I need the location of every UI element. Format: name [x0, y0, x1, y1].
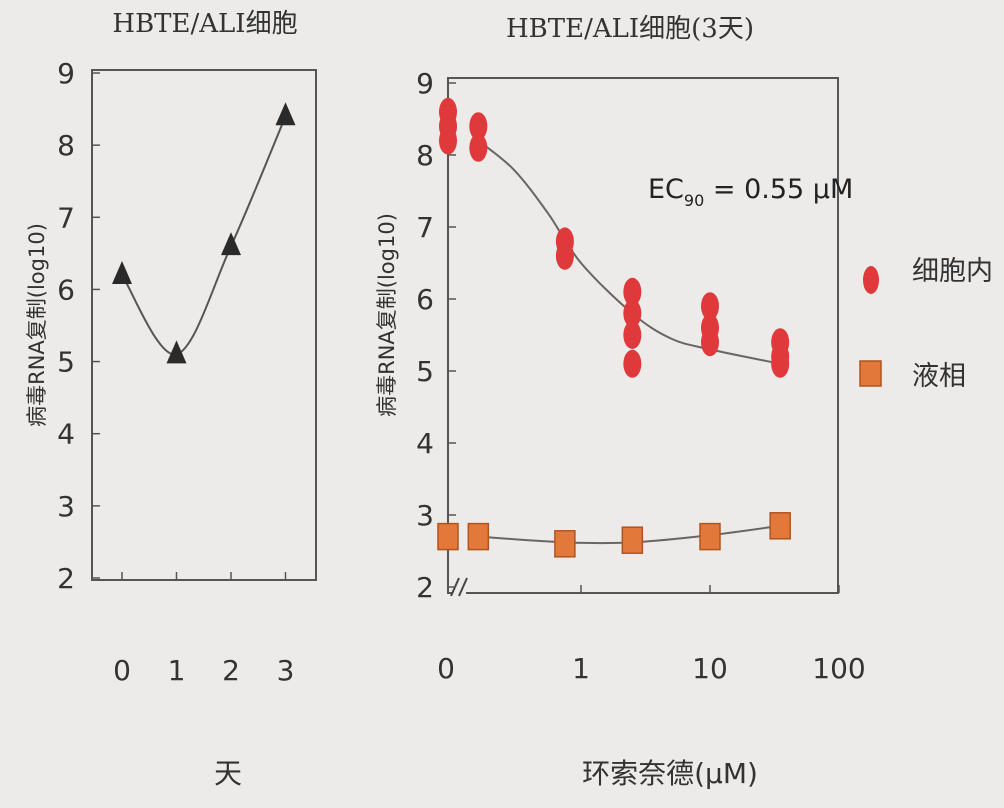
left-y-tick-label: 5: [57, 346, 75, 379]
axis-break-mark: [450, 577, 468, 602]
right-plot-frame: [447, 77, 839, 594]
left-data-point: [166, 340, 187, 364]
left-y-tick-label: 7: [57, 201, 75, 234]
left-data-point: [112, 261, 132, 284]
intracellular-data-point: [469, 112, 488, 141]
right-y-tick-label: 5: [416, 355, 434, 388]
right-chart-panel: HBTE/ALI细胞(3天) 2 3 4 5 6 7 8 9 0 1 10 100 病毒RNA复制(…: [375, 14, 866, 790]
legend: 细胞内 液相: [859, 256, 993, 392]
ec90-annotation: EC90 = 0.55 μM: [648, 174, 853, 210]
left-y-tick-label: 6: [57, 273, 75, 306]
left-x-tick-label: 2: [222, 654, 240, 687]
left-series-group: [112, 102, 296, 364]
right-x-axis-ticks: 0 1 10 100: [437, 585, 866, 685]
right-x-tick-label: 1: [572, 652, 590, 685]
liquid-data-point: [437, 522, 459, 551]
left-x-tick-label: 0: [113, 654, 131, 687]
right-x-tick-label: 100: [812, 652, 865, 685]
liquid-data-point: [769, 512, 791, 540]
liquid-data-point: [621, 526, 644, 554]
intracellular-data-point: [439, 126, 457, 155]
right-series-group: [437, 97, 791, 558]
intracellular-data-point: [771, 349, 790, 378]
left-y-axis-label: 病毒RNA复制(log10): [25, 223, 49, 427]
left-x-tick-label: 3: [277, 654, 295, 687]
right-y-tick-label: 3: [416, 499, 434, 532]
right-y-tick-label: 7: [416, 211, 434, 244]
right-x-tick-label: 0: [437, 652, 455, 685]
intracellular-data-point: [623, 277, 642, 306]
left-x-tick-label: 1: [168, 654, 186, 687]
left-data-point: [221, 232, 241, 256]
right-x-tick-label: 10: [692, 652, 728, 685]
legend-label-liquid: 液相: [912, 361, 966, 392]
left-chart-title: HBTE/ALI细胞: [112, 9, 297, 39]
right-x-axis-label: 环索奈德(μM): [582, 757, 758, 790]
legend-marker-intracellular: [863, 266, 879, 294]
left-y-axis-ticks: 2 3 4 5 6 7 8 9: [57, 57, 100, 595]
liquid-data-point: [467, 522, 490, 551]
intracellular-data-point: [701, 292, 719, 321]
right-y-axis-label: 病毒RNA复制(log10): [375, 213, 399, 417]
right-y-axis-ticks: 2 3 4 5 6 7 8 9: [416, 67, 456, 604]
right-y-tick-label: 8: [416, 139, 434, 172]
left-y-tick-label: 9: [57, 57, 75, 90]
left-trend-line: [121, 115, 287, 356]
left-x-axis-label: 天: [214, 757, 242, 790]
legend-label-intracellular: 细胞内: [912, 256, 993, 287]
left-y-tick-label: 2: [57, 562, 75, 595]
right-y-tick-label: 2: [416, 571, 434, 604]
intracellular-data-point: [623, 349, 642, 378]
intracellular-data-point: [623, 321, 642, 349]
left-y-tick-label: 3: [57, 490, 75, 523]
intracellular-data-point: [701, 328, 719, 357]
right-y-tick-label: 9: [416, 67, 434, 100]
intracellular-data-point: [623, 299, 642, 328]
left-plot-frame: [91, 69, 317, 581]
legend-marker-liquid: [859, 360, 882, 387]
liquid-data-point: [699, 522, 721, 551]
right-y-tick-label: 6: [416, 283, 434, 316]
liquid-data-point: [554, 530, 576, 558]
left-data-point: [275, 102, 296, 126]
right-y-tick-label: 4: [416, 427, 434, 460]
right-chart-title: HBTE/ALI细胞(3天): [506, 14, 754, 44]
left-y-tick-label: 4: [57, 418, 75, 451]
left-x-axis-ticks: 0 1 2 3: [113, 572, 294, 687]
intracellular-data-point: [555, 241, 574, 270]
intracellular-data-point: [469, 133, 488, 162]
left-y-tick-label: 8: [57, 129, 75, 162]
